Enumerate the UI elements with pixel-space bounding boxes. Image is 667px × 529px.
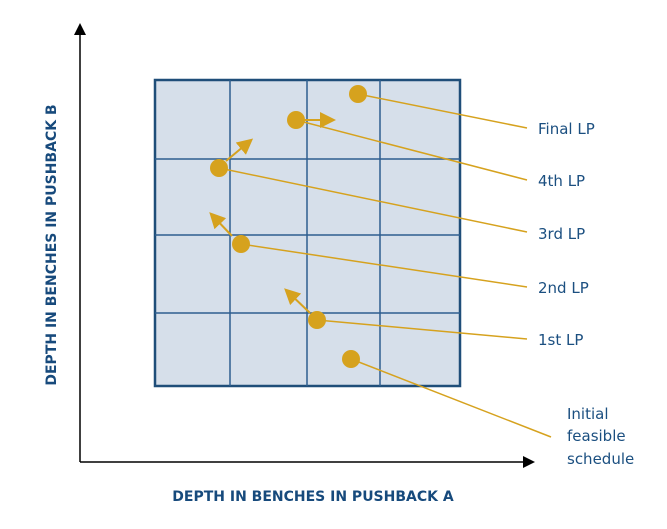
label-4th-lp: 4th LP: [538, 172, 585, 190]
label-initial-line1: Initial: [567, 405, 609, 423]
point-2nd-lp: [232, 235, 250, 253]
arrow-3rd: [225, 138, 254, 162]
point-1st-lp: [308, 311, 326, 329]
point-final-lp: [349, 85, 367, 103]
label-final-lp: Final LP: [538, 120, 595, 138]
label-initial-line2: feasible: [567, 427, 626, 445]
label-1st-lp: 1st LP: [538, 331, 583, 349]
x-axis-label: DEPTH IN BENCHES IN PUSHBACK A: [172, 489, 454, 505]
point-3rd-lp: [210, 159, 228, 177]
label-3rd-lp: 3rd LP: [538, 225, 585, 243]
y-axis-label: DEPTH IN BENCHES IN PUSHBACK B: [44, 104, 60, 385]
point-initial: [342, 350, 360, 368]
point-4th-lp: [287, 111, 305, 129]
direction-arrows: [209, 112, 336, 314]
label-initial-line3: schedule: [567, 450, 634, 468]
label-2nd-lp: 2nd LP: [538, 279, 589, 297]
arrow-2nd: [209, 212, 233, 237]
leader-lines: [218, 93, 552, 438]
arrow-1st: [284, 288, 311, 314]
grid: [153, 78, 462, 388]
